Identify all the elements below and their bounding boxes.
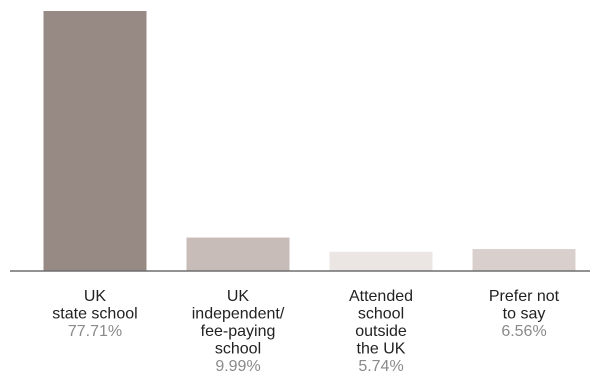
category-label-3-line-4: the UK — [357, 341, 406, 358]
bar-3 — [329, 251, 433, 271]
value-label-2: 9.99% — [215, 358, 260, 375]
bars-group — [43, 11, 576, 271]
bar-2 — [186, 237, 290, 271]
category-label-3-line-1: Attended — [349, 288, 413, 305]
category-label-2-line-4: school — [215, 341, 261, 358]
value-label-4: 6.56% — [501, 323, 546, 340]
bar-4 — [472, 249, 576, 271]
category-label-2-line-2: independent/ — [192, 306, 285, 323]
bar-1 — [43, 11, 147, 271]
category-label-4-line-1: Prefer not — [489, 288, 560, 305]
category-label-1-line-2: state school — [52, 306, 137, 323]
category-label-3-line-3: outside — [355, 323, 407, 340]
category-label-1-line-1: UK — [84, 288, 107, 305]
category-label-3-line-2: school — [358, 306, 404, 323]
category-label-2-line-3: fee-paying — [201, 323, 276, 340]
category-label-4-line-2: to say — [503, 306, 546, 323]
category-label-2-line-1: UK — [227, 288, 250, 305]
value-label-1: 77.71% — [68, 323, 122, 340]
value-label-3: 5.74% — [358, 358, 403, 375]
